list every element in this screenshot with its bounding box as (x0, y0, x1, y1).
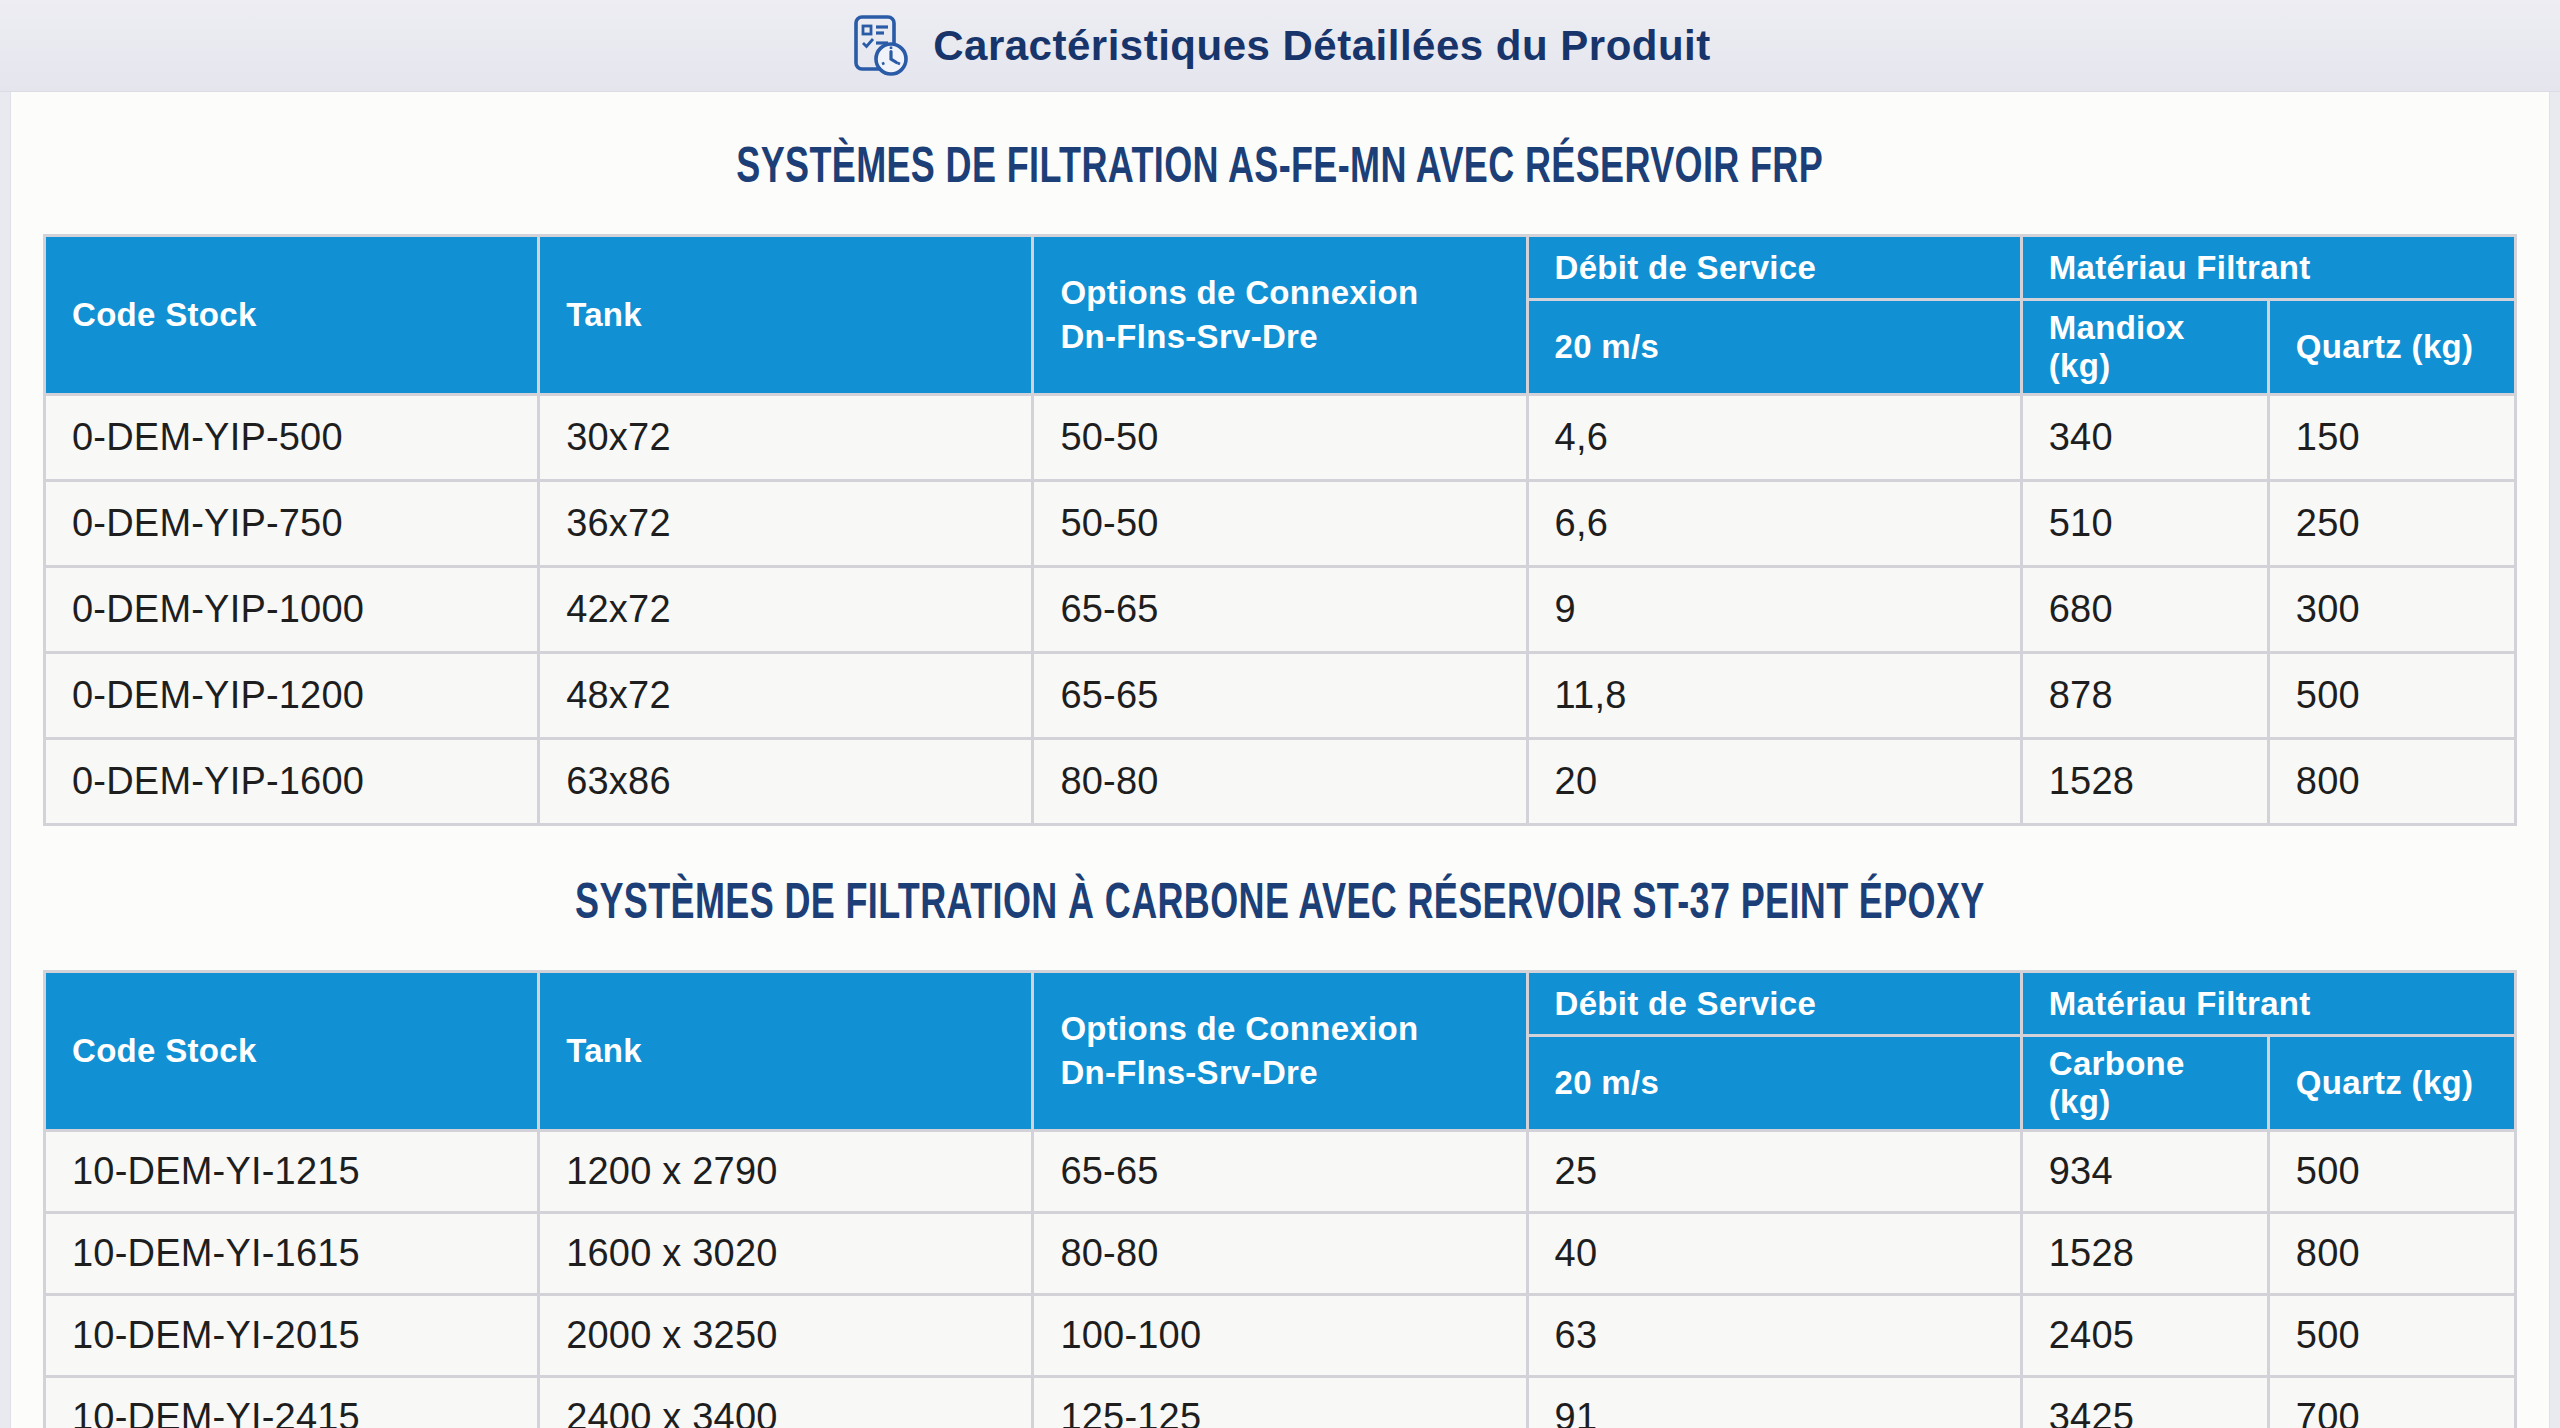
cell-quartz: 150 (2268, 395, 2515, 481)
cell-code-stock: 10-DEM-YI-2015 (45, 1295, 539, 1377)
cell-code-stock: 0-DEM-YIP-1200 (45, 653, 539, 739)
cell-quartz: 500 (2268, 1131, 2515, 1213)
cell-code-stock: 0-DEM-YIP-1000 (45, 567, 539, 653)
cell-code-stock: 0-DEM-YIP-1600 (45, 739, 539, 825)
page-title: Caractéristiques Détaillées du Produit (933, 22, 1711, 70)
cell-debit: 40 (1527, 1213, 2021, 1295)
col-subheader-carbone: Carbone (kg) (2021, 1036, 2268, 1131)
cell-carbone: 934 (2021, 1131, 2268, 1213)
cell-connexion: 50-50 (1033, 481, 1527, 567)
col-subheader-mandiox: Mandiox (kg) (2021, 300, 2268, 395)
cell-tank: 48x72 (539, 653, 1033, 739)
table-frp-title: SYSTÈMES DE FILTRATION AS-FE-MN AVEC RÉS… (11, 92, 2549, 194)
clipboard-clock-icon (849, 13, 911, 79)
cell-mandiox: 510 (2021, 481, 2268, 567)
table-row: 10-DEM-YI-2415 2400 x 3400 125-125 91 34… (45, 1377, 2516, 1428)
cell-code-stock: 0-DEM-YIP-750 (45, 481, 539, 567)
cell-debit: 20 (1527, 739, 2021, 825)
cell-tank: 2000 x 3250 (539, 1295, 1033, 1377)
col-header-code-stock: Code Stock (45, 972, 539, 1131)
cell-carbone: 1528 (2021, 1213, 2268, 1295)
col-subheader-velocity: 20 m/s (1527, 300, 2021, 395)
col-header-materiau-filtrant: Matériau Filtrant (2021, 972, 2515, 1036)
content-panel: SYSTÈMES DE FILTRATION AS-FE-MN AVEC RÉS… (10, 92, 2550, 1428)
cell-quartz: 500 (2268, 1295, 2515, 1377)
cell-mandiox: 680 (2021, 567, 2268, 653)
cell-connexion: 65-65 (1033, 653, 1527, 739)
cell-debit: 25 (1527, 1131, 2021, 1213)
page-header: Caractéristiques Détaillées du Produit (0, 0, 2560, 92)
cell-debit: 11,8 (1527, 653, 2021, 739)
cell-tank: 2400 x 3400 (539, 1377, 1033, 1428)
cell-tank: 30x72 (539, 395, 1033, 481)
table-row: 0-DEM-YIP-1200 48x72 65-65 11,8 878 500 (45, 653, 2516, 739)
cell-connexion: 100-100 (1033, 1295, 1527, 1377)
table-frp-header: Code Stock Tank Options de Connexion Dn-… (45, 236, 2516, 395)
cell-debit: 4,6 (1527, 395, 2021, 481)
cell-quartz: 300 (2268, 567, 2515, 653)
cell-tank: 63x86 (539, 739, 1033, 825)
col-header-debit-service: Débit de Service (1527, 236, 2021, 300)
table-row: 10-DEM-YI-1215 1200 x 2790 65-65 25 934 … (45, 1131, 2516, 1213)
cell-quartz: 800 (2268, 1213, 2515, 1295)
table-row: 0-DEM-YIP-1600 63x86 80-80 20 1528 800 (45, 739, 2516, 825)
cell-connexion: 65-65 (1033, 1131, 1527, 1213)
col-header-options: Options de Connexion Dn-Flns-Srv-Dre (1033, 972, 1527, 1131)
cell-connexion: 50-50 (1033, 395, 1527, 481)
cell-carbone: 2405 (2021, 1295, 2268, 1377)
col-header-code-stock: Code Stock (45, 236, 539, 395)
table-frp: Code Stock Tank Options de Connexion Dn-… (43, 234, 2517, 826)
col-header-materiau-filtrant: Matériau Filtrant (2021, 236, 2515, 300)
table-carbone-header: Code Stock Tank Options de Connexion Dn-… (45, 972, 2516, 1131)
cell-code-stock: 10-DEM-YI-1615 (45, 1213, 539, 1295)
cell-debit: 9 (1527, 567, 2021, 653)
cell-mandiox: 878 (2021, 653, 2268, 739)
col-header-tank: Tank (539, 972, 1033, 1131)
cell-code-stock: 0-DEM-YIP-500 (45, 395, 539, 481)
col-header-tank: Tank (539, 236, 1033, 395)
cell-tank: 1600 x 3020 (539, 1213, 1033, 1295)
col-header-debit-service: Débit de Service (1527, 972, 2021, 1036)
col-header-options: Options de Connexion Dn-Flns-Srv-Dre (1033, 236, 1527, 395)
table-carbone: Code Stock Tank Options de Connexion Dn-… (43, 970, 2517, 1428)
cell-quartz: 700 (2268, 1377, 2515, 1428)
table-carbone-title: SYSTÈMES DE FILTRATION À CARBONE AVEC RÉ… (11, 826, 2549, 930)
cell-debit: 91 (1527, 1377, 2021, 1428)
cell-quartz: 500 (2268, 653, 2515, 739)
table-row: 10-DEM-YI-2015 2000 x 3250 100-100 63 24… (45, 1295, 2516, 1377)
table-row: 10-DEM-YI-1615 1600 x 3020 80-80 40 1528… (45, 1213, 2516, 1295)
cell-tank: 42x72 (539, 567, 1033, 653)
table-row: 0-DEM-YIP-1000 42x72 65-65 9 680 300 (45, 567, 2516, 653)
cell-connexion: 65-65 (1033, 567, 1527, 653)
cell-connexion: 125-125 (1033, 1377, 1527, 1428)
col-subheader-velocity: 20 m/s (1527, 1036, 2021, 1131)
cell-quartz: 800 (2268, 739, 2515, 825)
cell-connexion: 80-80 (1033, 1213, 1527, 1295)
cell-debit: 6,6 (1527, 481, 2021, 567)
cell-tank: 36x72 (539, 481, 1033, 567)
cell-carbone: 3425 (2021, 1377, 2268, 1428)
cell-debit: 63 (1527, 1295, 2021, 1377)
cell-code-stock: 10-DEM-YI-2415 (45, 1377, 539, 1428)
cell-connexion: 80-80 (1033, 739, 1527, 825)
col-subheader-quartz: Quartz (kg) (2268, 1036, 2515, 1131)
cell-code-stock: 10-DEM-YI-1215 (45, 1131, 539, 1213)
col-subheader-quartz: Quartz (kg) (2268, 300, 2515, 395)
table-row: 0-DEM-YIP-750 36x72 50-50 6,6 510 250 (45, 481, 2516, 567)
cell-quartz: 250 (2268, 481, 2515, 567)
cell-mandiox: 340 (2021, 395, 2268, 481)
table-row: 0-DEM-YIP-500 30x72 50-50 4,6 340 150 (45, 395, 2516, 481)
cell-mandiox: 1528 (2021, 739, 2268, 825)
cell-tank: 1200 x 2790 (539, 1131, 1033, 1213)
